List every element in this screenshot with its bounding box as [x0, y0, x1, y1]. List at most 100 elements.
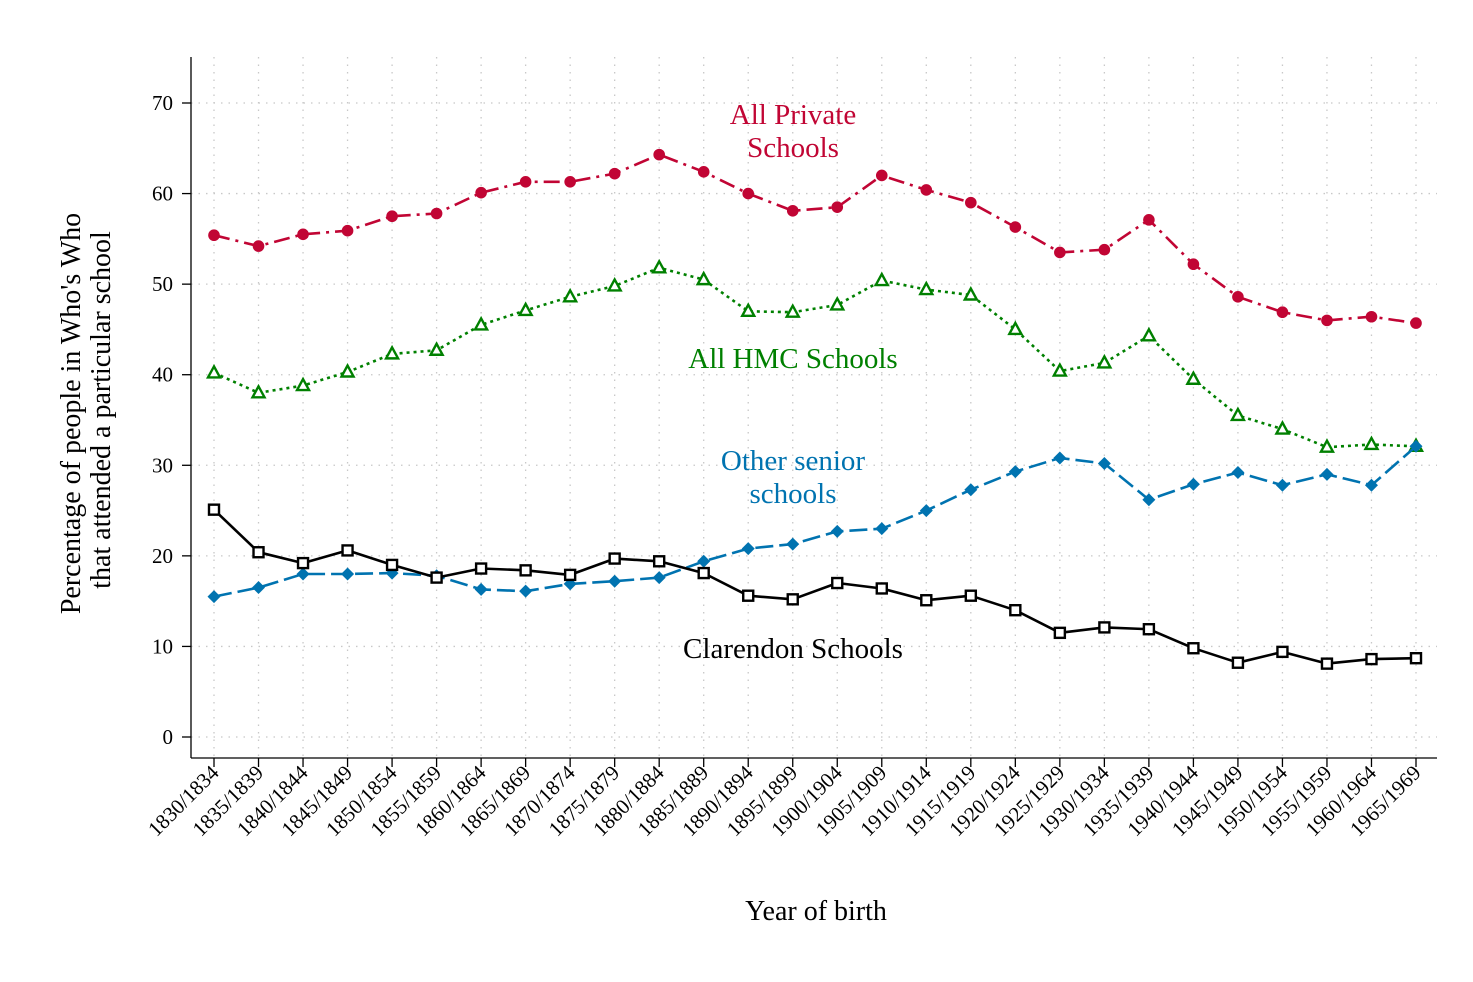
y-tick-label: 60 — [152, 182, 173, 206]
series-label-line: All HMC Schools — [688, 343, 897, 375]
data-point-hmc — [250, 383, 267, 399]
data-point-hmc — [1007, 320, 1024, 336]
data-point-private — [1321, 314, 1333, 327]
data-point-clarendon — [964, 589, 978, 602]
data-point-other — [1231, 466, 1245, 480]
series-line-clarendon — [213, 508, 1417, 665]
data-point-hmc — [651, 258, 668, 274]
data-point-hmc — [962, 286, 979, 301]
data-point-private — [1143, 214, 1155, 226]
data-point-other — [919, 504, 933, 518]
series-labels: All Private Schools All HMC Schools Other s… — [683, 99, 903, 665]
data-point-clarendon — [1009, 604, 1022, 617]
data-point-clarendon — [474, 562, 488, 575]
data-point-private — [430, 207, 443, 220]
data-point-clarendon — [920, 594, 933, 607]
series-line-hmc — [213, 266, 1417, 449]
series-label-line: Clarendon Schools — [683, 633, 903, 665]
data-point-private — [1410, 317, 1422, 329]
data-point-other — [519, 584, 533, 598]
y-axis-title: Percentage of people in Who's Who that a… — [56, 206, 117, 614]
data-point-clarendon — [1098, 621, 1111, 634]
data-point-other — [1186, 477, 1200, 491]
series-clarendon — [207, 503, 1423, 670]
data-point-hmc — [740, 302, 757, 318]
data-point-clarendon — [563, 568, 577, 582]
data-point-private — [208, 229, 220, 242]
y-tick-label: 20 — [152, 544, 173, 568]
data-point-clarendon — [1231, 656, 1245, 669]
data-point-other — [964, 483, 978, 497]
data-point-clarendon — [207, 503, 221, 516]
data-point-hmc — [1140, 326, 1157, 342]
data-point-other — [341, 567, 355, 581]
data-point-private — [697, 166, 710, 178]
data-point-hmc — [1229, 406, 1246, 422]
data-point-hmc — [384, 344, 401, 360]
data-point-private — [875, 169, 888, 182]
data-point-private — [1365, 310, 1378, 323]
data-point-private — [297, 228, 309, 241]
data-point-hmc — [205, 363, 223, 379]
data-point-hmc — [1185, 370, 1202, 385]
y-tick-label: 50 — [152, 272, 173, 296]
data-point-hmc — [1318, 438, 1335, 453]
data-point-other — [296, 567, 310, 581]
data-point-clarendon — [786, 593, 799, 606]
data-point-clarendon — [1365, 652, 1378, 666]
data-point-clarendon — [697, 566, 710, 580]
data-point-clarendon — [652, 555, 666, 568]
data-point-clarendon — [1142, 623, 1156, 636]
y-tick-label: 30 — [152, 453, 173, 477]
data-point-hmc — [562, 287, 579, 303]
series-label-hmc: All HMC Schools — [688, 343, 897, 375]
data-point-hmc — [1363, 435, 1380, 451]
data-point-clarendon — [742, 589, 755, 602]
data-point-clarendon — [1276, 645, 1289, 659]
y-tick-label: 40 — [152, 363, 173, 387]
data-point-private — [608, 167, 621, 180]
data-point-private — [1054, 246, 1066, 259]
x-axis-title: Year of birth — [745, 896, 887, 927]
data-point-other — [875, 522, 889, 536]
data-point-clarendon — [1409, 652, 1423, 665]
data-point-clarendon — [341, 544, 354, 557]
data-point-other — [830, 524, 844, 538]
series-hmc — [205, 258, 1425, 453]
data-point-clarendon — [608, 552, 621, 565]
data-point-private — [742, 187, 755, 200]
data-point-other — [1053, 451, 1067, 465]
series-layer — [205, 148, 1425, 670]
data-point-hmc — [428, 341, 445, 356]
data-point-hmc — [918, 280, 935, 296]
data-point-other — [207, 590, 221, 604]
data-point-hmc — [295, 376, 312, 392]
data-point-hmc — [695, 270, 712, 286]
data-point-other — [252, 581, 266, 595]
series-private — [208, 148, 1422, 329]
y-tick-label: 10 — [152, 634, 173, 658]
data-point-hmc — [873, 271, 890, 287]
data-point-clarendon — [519, 564, 532, 577]
data-point-other — [474, 582, 488, 596]
data-point-private — [786, 204, 799, 217]
data-point-private — [1232, 291, 1244, 303]
data-point-private — [386, 210, 398, 223]
series-label-line: Schools — [747, 132, 839, 164]
data-point-private — [519, 175, 532, 188]
data-point-hmc — [517, 301, 534, 317]
data-point-other — [1142, 493, 1156, 507]
data-point-private — [341, 224, 354, 237]
data-point-private — [252, 240, 265, 252]
series-label-clarendon: Clarendon Schools — [683, 633, 903, 665]
data-point-private — [1009, 221, 1022, 233]
data-point-private — [475, 186, 487, 199]
data-point-private — [831, 201, 844, 213]
data-point-clarendon — [1187, 642, 1200, 655]
data-point-other — [741, 542, 755, 556]
data-point-clarendon — [1053, 626, 1067, 640]
data-point-clarendon — [1320, 657, 1334, 670]
data-point-other — [652, 571, 666, 585]
series-line-private — [213, 153, 1417, 325]
data-point-hmc — [606, 276, 623, 292]
